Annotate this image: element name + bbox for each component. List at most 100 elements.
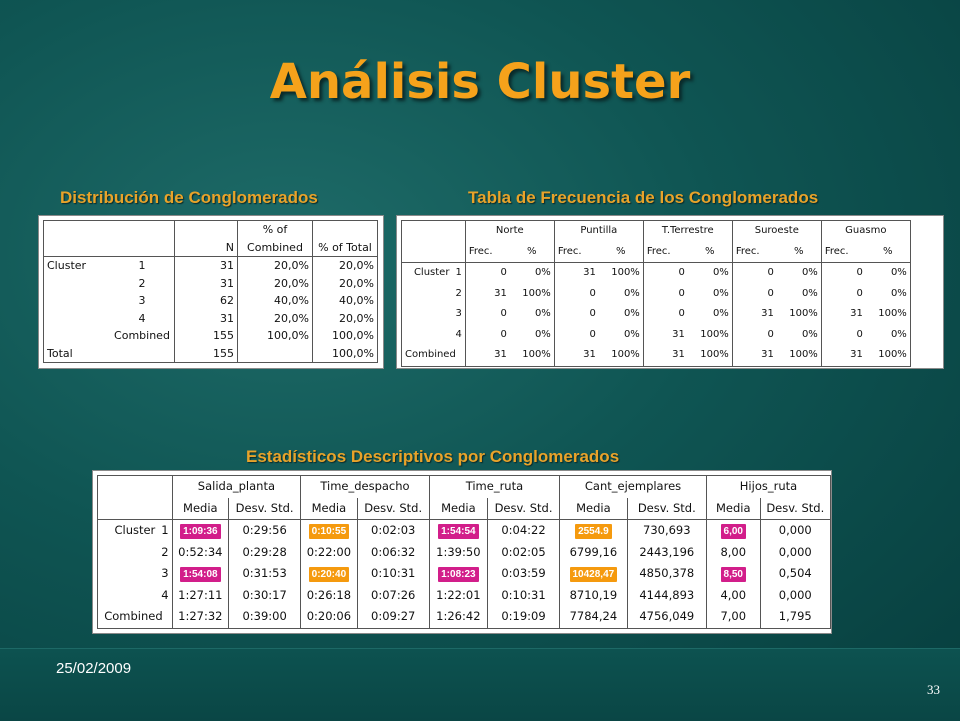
- row-group: [43, 327, 110, 345]
- row-label: 4: [138, 311, 146, 325]
- desv-cell: 2443,196: [626, 541, 707, 563]
- desv-cell: 0:29:28: [228, 541, 301, 563]
- estadisticos-row: Combined 1:27:32 0:39:00 0:20:06 0:09:27 1:26…: [97, 606, 832, 629]
- pct-cell: 100%: [687, 345, 733, 367]
- row-group: [43, 309, 110, 327]
- pct-cell: 0%: [623, 308, 640, 319]
- pct-total-cell: 100,0%: [312, 327, 378, 345]
- highlighted-value: 0:10:55: [308, 524, 350, 539]
- desv-cell: 0,000: [759, 584, 832, 606]
- pct-combined-cell: 40,0%: [237, 292, 313, 310]
- media-cell: 7784,24: [559, 606, 628, 629]
- zone-header: T.Terrestre: [642, 220, 733, 242]
- pct-cell: 100%: [865, 345, 911, 367]
- pct-cell: 0%: [801, 267, 818, 278]
- pct-header: %: [509, 241, 555, 263]
- corner-cell: [401, 220, 466, 242]
- desv-header: Desv. Std.: [356, 497, 430, 520]
- media-cell: 10428,47: [559, 563, 628, 585]
- frec-cell: 31: [731, 304, 777, 325]
- corner-cell: [97, 475, 173, 498]
- pct-header: %: [865, 241, 911, 263]
- frec-cell: 0: [553, 304, 599, 325]
- frec-cell: 31: [464, 283, 510, 304]
- distribucion-row: 3 62 40,0% 40,0%: [43, 292, 378, 310]
- var-header: Time_despacho: [300, 475, 430, 498]
- frec-cell: 0: [731, 324, 777, 345]
- pct-cell: 0%: [712, 308, 729, 319]
- desv-cell: 0:10:31: [356, 563, 430, 585]
- pct-combined-header-l1: % of: [237, 220, 313, 239]
- pct-cell: 0%: [534, 328, 551, 340]
- pct-cell: 0%: [865, 262, 911, 284]
- row-group: Combined: [104, 609, 163, 623]
- pct-cell: 0%: [534, 267, 551, 278]
- pct-cell: 0%: [712, 267, 729, 278]
- highlighted-value: 0:20:40: [308, 567, 350, 582]
- desv-cell: 0:31:53: [228, 563, 301, 585]
- pct-cell: 0%: [623, 328, 640, 340]
- media-cell: 8,50: [705, 563, 761, 585]
- pct-total-cell: 100,0%: [312, 344, 378, 363]
- n-header: N: [174, 238, 238, 257]
- frec-cell: 31: [642, 345, 688, 367]
- desv-cell: 0:29:56: [228, 519, 301, 542]
- var-header: Cant_ejemplares: [559, 475, 707, 498]
- highlighted-value: 1:54:54: [438, 524, 479, 539]
- media-cell: 7,00: [705, 606, 761, 629]
- frec-cell: 0: [464, 304, 510, 325]
- row-group: Cluster: [413, 267, 450, 278]
- pct-cell: 0%: [801, 328, 818, 340]
- pct-combined-cell: 100,0%: [237, 327, 313, 345]
- highlighted-value: 1:08:23: [438, 567, 479, 582]
- pct-total-cell: 20,0%: [312, 256, 378, 275]
- frec-cell: 0: [464, 324, 510, 345]
- pct-cell: 0%: [801, 287, 818, 299]
- desv-cell: 0,000: [759, 519, 832, 542]
- pct-total-cell: 40,0%: [312, 292, 378, 310]
- media-cell: 0:52:34: [171, 541, 229, 563]
- pct-combined-cell: [237, 344, 313, 363]
- frec-cell: 0: [731, 283, 777, 304]
- frec-cell: 0: [820, 283, 866, 304]
- frec-cell: 0: [642, 262, 688, 284]
- highlighted-value: 1:54:08: [180, 567, 221, 582]
- media-cell: 1:26:42: [428, 606, 488, 629]
- n-cell: 31: [174, 256, 238, 275]
- pct-cell: 100%: [789, 308, 818, 319]
- pct-combined-cell: 20,0%: [237, 309, 313, 327]
- row-group: Combined: [405, 349, 456, 360]
- frec-cell: 31: [553, 262, 599, 284]
- media-header: Media: [559, 497, 628, 520]
- pct-header: %: [776, 241, 822, 263]
- row-number: 2: [455, 287, 462, 299]
- media-cell: 2554.9: [559, 519, 628, 542]
- n-cell: 62: [174, 292, 238, 310]
- pct-total-cell: 20,0%: [312, 274, 378, 292]
- frec-header: Frec.: [464, 241, 510, 263]
- row-group: [43, 274, 110, 292]
- desv-cell: 0:30:17: [228, 584, 301, 606]
- media-cell: 1:08:23: [428, 563, 488, 585]
- frec-header: Frec.: [553, 241, 599, 263]
- sub-header-row: Media Desv. Std. Media Desv. Std. Media Desv.…: [97, 497, 832, 520]
- distribucion-row: Total 155 100,0%: [43, 344, 378, 363]
- desv-cell: 0:02:03: [356, 519, 430, 542]
- var-header: Hijos_ruta: [705, 475, 832, 498]
- frec-cell: 0: [553, 283, 599, 304]
- media-cell: 1:27:32: [171, 606, 229, 629]
- frec-cell: 0: [820, 324, 866, 345]
- frec-header: Frec.: [820, 241, 866, 263]
- media-cell: 1:22:01: [428, 584, 488, 606]
- desv-cell: 0:03:59: [486, 563, 560, 585]
- row-number: 1: [455, 267, 462, 278]
- highlighted-value: 10428,47: [569, 567, 618, 582]
- zone-header-row: Norte Puntilla T.Terrestre Suroeste Guasmo: [401, 220, 911, 242]
- row-label: 4: [97, 584, 173, 606]
- pct-cell: 0%: [865, 324, 911, 345]
- row-label: 2: [97, 541, 173, 563]
- distribucion-row: Combined 155 100,0% 100,0%: [43, 327, 378, 345]
- desv-cell: 730,693: [626, 519, 707, 542]
- desv-cell: 0:07:26: [356, 584, 430, 606]
- frec-cell: 31: [731, 345, 777, 367]
